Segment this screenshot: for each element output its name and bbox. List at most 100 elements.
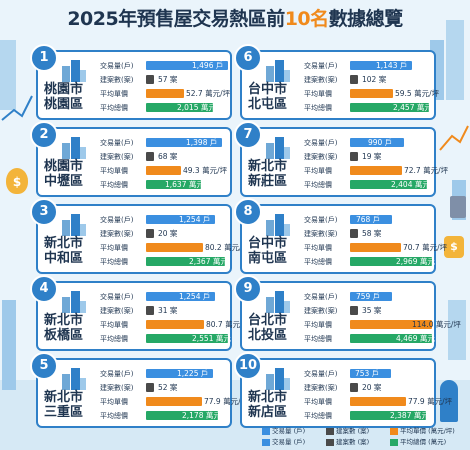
person-pointing-icon bbox=[440, 380, 458, 422]
building-icon bbox=[62, 137, 86, 159]
metric-label: 建案數(案) bbox=[100, 307, 134, 315]
metric-label: 平均單價 bbox=[100, 398, 128, 406]
metric-label: 交易量(戶) bbox=[100, 216, 134, 224]
legend-label: 平均單價 (萬元/坪) bbox=[400, 427, 455, 435]
metric-label: 平均單價 bbox=[304, 321, 332, 329]
metric-bar bbox=[350, 397, 406, 406]
metric-label: 交易量(戶) bbox=[100, 370, 134, 378]
metric-value: 1,225 戶 bbox=[177, 369, 209, 378]
metric-bar bbox=[146, 292, 215, 301]
district-card: 2 桃園市 中壢區 交易量(戶) 1,398 戶建案數(案) 68 案平均單價 49.3 萬… bbox=[30, 121, 232, 197]
metric-label: 平均單價 bbox=[304, 167, 332, 175]
metric-label: 平均總價 bbox=[304, 335, 332, 343]
area-name: 中和區 bbox=[44, 251, 84, 266]
metric-value: 1,254 戶 bbox=[179, 292, 211, 301]
district-name: 新北市 三重區 bbox=[44, 390, 90, 420]
area-name: 北屯區 bbox=[248, 97, 288, 112]
metric-value: 70.7 萬元/坪 bbox=[403, 243, 448, 252]
city-name: 新北市 bbox=[248, 390, 288, 405]
metric-label: 平均單價 bbox=[100, 244, 128, 252]
crane-icon bbox=[146, 306, 154, 315]
metric-bar bbox=[146, 397, 202, 406]
district-card: 1 桃園市 桃園區 交易量(戶) 1,496 戶建案數(案) 57 案平均單價 52.7 萬… bbox=[30, 44, 232, 120]
crane-icon bbox=[350, 383, 358, 392]
metric-bar bbox=[146, 334, 228, 343]
metric-bar bbox=[146, 166, 181, 175]
metric-label: 平均單價 bbox=[304, 90, 332, 98]
legend-swatch bbox=[390, 438, 398, 446]
metric-label: 平均總價 bbox=[100, 335, 128, 343]
district-card: 9 台北市 北投區 交易量(戶) 759 戶建案數(案) 35 案平均單價 114.0 萬元… bbox=[234, 275, 461, 351]
metric-bar bbox=[146, 103, 213, 112]
metric-label: 平均單價 bbox=[304, 244, 332, 252]
metric-value: 52 案 bbox=[158, 383, 178, 392]
page-title: 2025年預售屋交易熱區前10名數據總覽 bbox=[67, 8, 403, 30]
metric-label: 平均單價 bbox=[100, 90, 128, 98]
metric-bar bbox=[350, 103, 429, 112]
money-bag-icon: $ bbox=[6, 168, 28, 194]
metric-bar bbox=[350, 138, 404, 147]
metric-value: 2,551 萬元 bbox=[192, 334, 231, 343]
crane-icon bbox=[146, 383, 154, 392]
metric-label: 建案數(案) bbox=[100, 153, 134, 161]
metric-label: 建案數(案) bbox=[304, 307, 338, 315]
rank-badge: 7 bbox=[234, 121, 262, 149]
building-icon bbox=[62, 60, 86, 82]
crane-icon bbox=[350, 229, 358, 238]
rank-badge: 1 bbox=[30, 44, 58, 72]
metric-bar bbox=[146, 243, 203, 252]
metric-label: 建案數(案) bbox=[100, 76, 134, 84]
metric-label: 建案數(案) bbox=[304, 76, 338, 84]
building-icon bbox=[266, 291, 290, 313]
city-name: 新北市 bbox=[44, 390, 84, 405]
metric-value: 2,387 萬元 bbox=[390, 411, 429, 420]
metric-bar bbox=[146, 411, 218, 420]
metric-bar bbox=[146, 257, 225, 266]
metric-bar bbox=[350, 320, 432, 329]
metric-bar bbox=[350, 243, 401, 252]
metric-label: 平均總價 bbox=[100, 258, 128, 266]
metric-value: 768 戶 bbox=[356, 215, 381, 224]
metric-label: 平均總價 bbox=[304, 412, 332, 420]
area-name: 三重區 bbox=[44, 405, 84, 420]
metric-value: 20 案 bbox=[362, 383, 382, 392]
legend-label: 交易量 (戶) bbox=[272, 427, 306, 435]
metric-value: 990 戶 bbox=[368, 138, 393, 147]
building-icon bbox=[266, 368, 290, 390]
city-name: 桃園市 bbox=[44, 82, 84, 97]
district-card: 5 新北市 三重區 交易量(戶) 1,225 戶建案數(案) 52 案平均單價 77.9 萬… bbox=[30, 352, 248, 428]
metric-value: 49.3 萬元/坪 bbox=[183, 166, 228, 175]
metric-value: 4,469 萬元 bbox=[396, 334, 435, 343]
metric-label: 建案數(案) bbox=[100, 384, 134, 392]
metric-value: 77.9 萬元/坪 bbox=[408, 397, 453, 406]
crane-icon bbox=[350, 152, 358, 161]
rank-badge: 4 bbox=[30, 275, 58, 303]
crane-icon bbox=[146, 152, 154, 161]
district-card: 6 台中市 北屯區 交易量(戶) 1,143 戶建案數(案) 102 案平均單價 59.5 … bbox=[234, 44, 439, 120]
area-name: 北投區 bbox=[248, 328, 288, 343]
district-name: 桃園市 中壢區 bbox=[44, 159, 90, 189]
legend-swatch bbox=[326, 427, 334, 435]
rank-badge: 6 bbox=[234, 44, 262, 72]
metric-bar bbox=[350, 215, 392, 224]
metric-bar bbox=[146, 320, 204, 329]
legend-item: 平均單價 (萬元/坪) bbox=[390, 425, 455, 435]
metric-label: 平均總價 bbox=[100, 181, 128, 189]
metric-value: 1,496 戶 bbox=[192, 61, 224, 70]
metric-bar bbox=[350, 89, 393, 98]
legend-swatch bbox=[262, 438, 270, 446]
metric-label: 平均總價 bbox=[304, 181, 332, 189]
metric-bar bbox=[146, 61, 228, 70]
metric-bar bbox=[350, 369, 391, 378]
metric-value: 31 案 bbox=[158, 306, 178, 315]
district-name: 台中市 北屯區 bbox=[248, 82, 294, 112]
district-card: 3 新北市 中和區 交易量(戶) 1,254 戶建案數(案) 20 案平均單價 80.2 萬… bbox=[30, 198, 249, 274]
metric-value: 20 案 bbox=[158, 229, 178, 238]
metric-bar bbox=[350, 334, 432, 343]
metric-value: 759 戶 bbox=[356, 292, 381, 301]
district-name: 新北市 新店區 bbox=[248, 390, 294, 420]
metric-bar bbox=[146, 138, 222, 147]
crane-icon bbox=[350, 306, 358, 315]
metric-label: 交易量(戶) bbox=[100, 293, 134, 301]
rank-badge: 3 bbox=[30, 198, 58, 226]
